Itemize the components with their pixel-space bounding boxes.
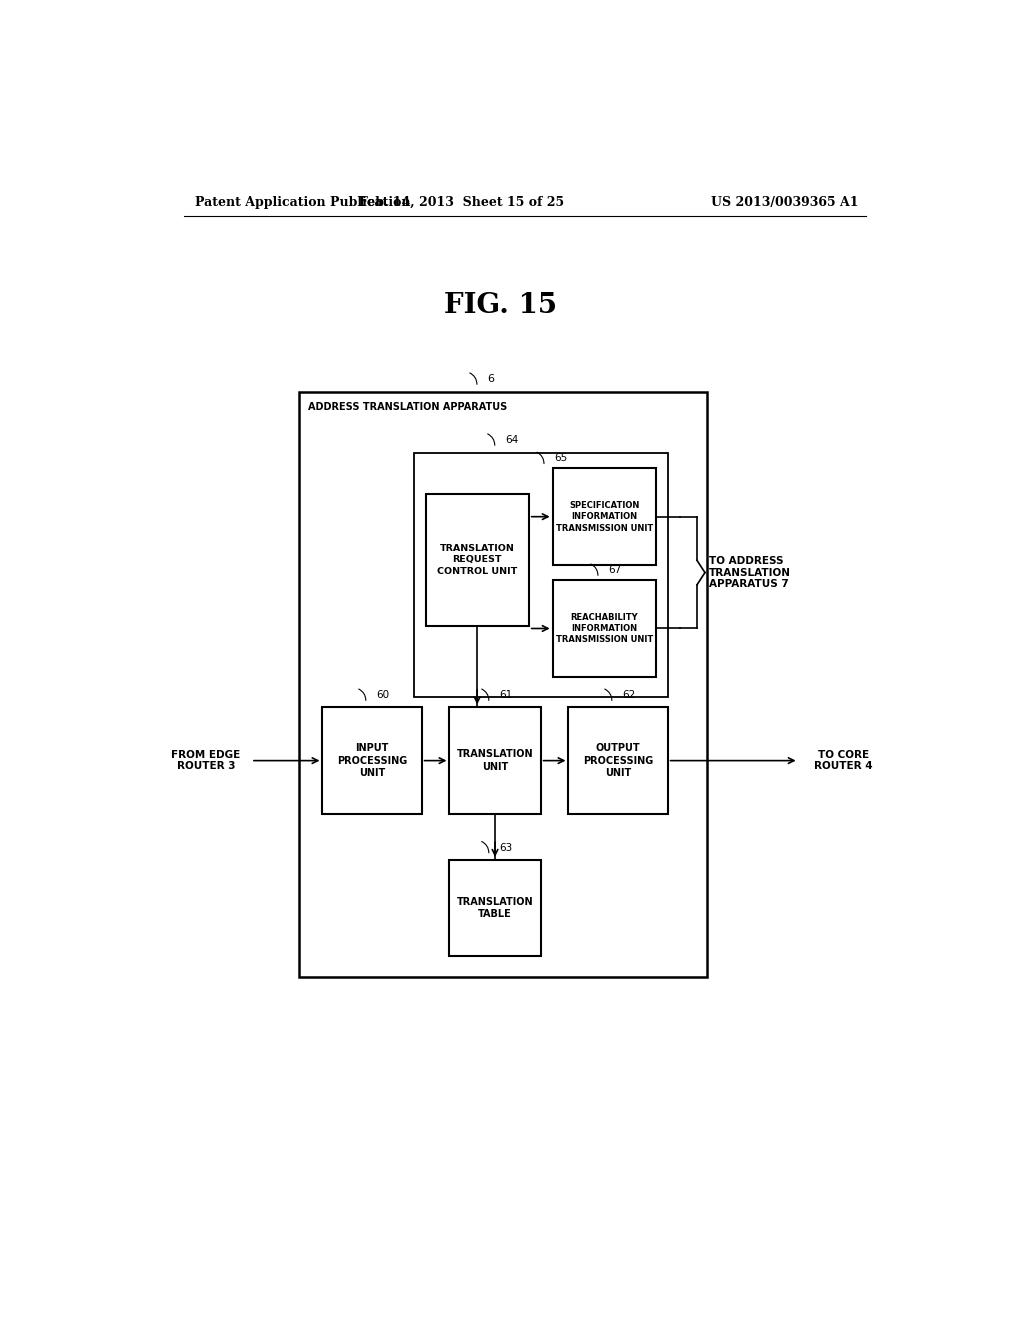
- Text: Feb. 14, 2013  Sheet 15 of 25: Feb. 14, 2013 Sheet 15 of 25: [358, 195, 564, 209]
- Bar: [414, 453, 668, 697]
- Text: 62: 62: [622, 690, 635, 700]
- Text: INPUT
PROCESSING
UNIT: INPUT PROCESSING UNIT: [337, 743, 408, 779]
- Bar: [323, 708, 422, 814]
- Text: FIG. 15: FIG. 15: [444, 292, 557, 319]
- Bar: [450, 859, 541, 956]
- Bar: [553, 469, 655, 565]
- Text: 61: 61: [499, 690, 512, 700]
- Text: 63: 63: [499, 842, 512, 853]
- Text: SPECIFICATION
INFORMATION
TRANSMISSION UNIT: SPECIFICATION INFORMATION TRANSMISSION U…: [556, 500, 652, 533]
- Text: TRANSLATION
REQUEST
CONTROL UNIT: TRANSLATION REQUEST CONTROL UNIT: [437, 544, 517, 576]
- Text: REACHABILITY
INFORMATION
TRANSMISSION UNIT: REACHABILITY INFORMATION TRANSMISSION UN…: [556, 612, 652, 644]
- Text: 60: 60: [376, 690, 389, 700]
- Text: FROM EDGE
ROUTER 3: FROM EDGE ROUTER 3: [171, 750, 241, 771]
- Text: 64: 64: [505, 436, 518, 445]
- Text: 6: 6: [487, 374, 495, 384]
- Text: ADDRESS TRANSLATION APPARATUS: ADDRESS TRANSLATION APPARATUS: [308, 403, 508, 412]
- Bar: [568, 708, 668, 814]
- Text: TRANSLATION
TABLE: TRANSLATION TABLE: [457, 896, 534, 920]
- Text: TO CORE
ROUTER 4: TO CORE ROUTER 4: [814, 750, 873, 771]
- Text: 67: 67: [608, 565, 622, 576]
- Text: US 2013/0039365 A1: US 2013/0039365 A1: [711, 195, 858, 209]
- Bar: [426, 494, 528, 626]
- Text: TO ADDRESS
TRANSLATION
APPARATUS 7: TO ADDRESS TRANSLATION APPARATUS 7: [709, 556, 791, 589]
- Text: TRANSLATION
UNIT: TRANSLATION UNIT: [457, 750, 534, 772]
- Text: 65: 65: [554, 453, 567, 463]
- Text: OUTPUT
PROCESSING
UNIT: OUTPUT PROCESSING UNIT: [583, 743, 653, 779]
- Text: Patent Application Publication: Patent Application Publication: [196, 195, 411, 209]
- Bar: [299, 392, 708, 977]
- Bar: [450, 708, 541, 814]
- Bar: [553, 581, 655, 677]
